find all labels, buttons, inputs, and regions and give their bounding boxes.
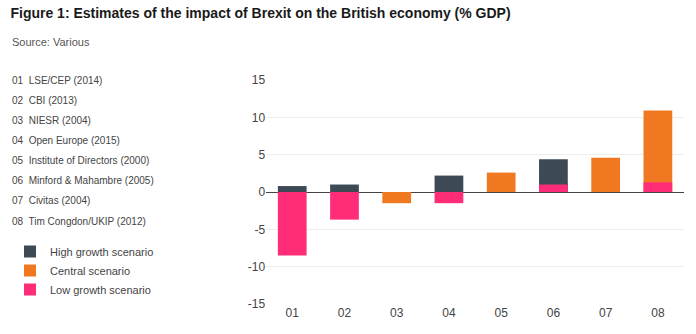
svg-text:08: 08 xyxy=(651,306,665,320)
svg-text:0: 0 xyxy=(258,185,265,199)
svg-text:07 Civitas (2004): 07 Civitas (2004) xyxy=(12,195,90,206)
svg-text:15: 15 xyxy=(252,73,266,87)
svg-text:Low growth scenario: Low growth scenario xyxy=(50,284,151,296)
svg-text:03: 03 xyxy=(390,306,404,320)
svg-text:04: 04 xyxy=(442,306,456,320)
svg-text:03 NIESR (2004): 03 NIESR (2004) xyxy=(12,115,91,126)
svg-text:02: 02 xyxy=(338,306,352,320)
svg-text:-15: -15 xyxy=(248,297,266,311)
svg-text:06: 06 xyxy=(547,306,561,320)
svg-text:01 LSE/CEP (2014): 01 LSE/CEP (2014) xyxy=(12,75,102,86)
svg-text:06 Minford & Mahambre (2005): 06 Minford & Mahambre (2005) xyxy=(12,175,154,186)
svg-text:05: 05 xyxy=(495,306,509,320)
svg-text:07: 07 xyxy=(599,306,613,320)
svg-text:08 Tim Congdon/UKIP (2012): 08 Tim Congdon/UKIP (2012) xyxy=(12,216,146,227)
svg-text:High growth scenario: High growth scenario xyxy=(50,246,153,258)
svg-text:5: 5 xyxy=(258,148,265,162)
svg-text:-10: -10 xyxy=(248,260,266,274)
svg-text:Source: Various: Source: Various xyxy=(12,36,90,48)
svg-text:-5: -5 xyxy=(254,223,265,237)
svg-text:01: 01 xyxy=(286,306,300,320)
svg-text:Figure 1: Estimates of the imp: Figure 1: Estimates of the impact of Bre… xyxy=(10,5,510,21)
svg-text:10: 10 xyxy=(252,111,266,125)
svg-text:04 Open Europe (2015): 04 Open Europe (2015) xyxy=(12,135,120,146)
svg-text:Central scenario: Central scenario xyxy=(50,265,130,277)
svg-text:05 Institute of Directors (20: 05 Institute of Directors (2000) xyxy=(12,155,149,166)
svg-text:02 CBI (2013): 02 CBI (2013) xyxy=(12,95,77,106)
